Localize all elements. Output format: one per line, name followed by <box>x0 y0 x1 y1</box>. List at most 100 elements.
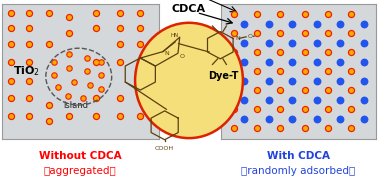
Point <box>231 89 237 91</box>
Point <box>26 60 32 63</box>
Point <box>93 97 99 100</box>
Point <box>26 79 32 82</box>
Point <box>325 51 331 54</box>
Point <box>66 114 72 117</box>
Point <box>93 60 99 63</box>
Point <box>241 117 247 120</box>
Point <box>338 60 344 63</box>
Point <box>338 22 344 25</box>
Point <box>361 98 367 101</box>
Point <box>8 27 14 29</box>
Point <box>93 60 99 63</box>
Point <box>93 97 99 100</box>
Point <box>46 120 52 123</box>
Point <box>348 127 354 129</box>
Point <box>325 108 331 111</box>
Point <box>84 70 90 73</box>
Point <box>254 70 260 73</box>
Point <box>71 81 77 83</box>
Point <box>348 89 354 91</box>
Text: CDCA: CDCA <box>172 4 206 14</box>
Point <box>241 22 247 25</box>
Point <box>277 127 283 129</box>
Point <box>8 60 14 63</box>
Point <box>137 79 143 82</box>
Point <box>266 79 272 82</box>
Point <box>93 27 99 29</box>
Point <box>348 51 354 54</box>
Point <box>302 89 308 91</box>
Point <box>361 22 367 25</box>
Point <box>26 114 32 117</box>
Point <box>46 43 52 46</box>
Point <box>116 12 122 14</box>
Point <box>66 32 72 35</box>
Point <box>348 127 354 129</box>
Point <box>26 97 32 100</box>
Text: （aggregated）: （aggregated） <box>44 166 117 176</box>
Point <box>231 70 237 73</box>
Point <box>277 89 283 91</box>
Point <box>116 97 122 100</box>
Point <box>116 12 122 14</box>
Point <box>302 89 308 91</box>
Point <box>46 12 52 14</box>
Point <box>254 108 260 111</box>
Point <box>325 127 331 129</box>
Point <box>266 117 272 120</box>
Point <box>231 108 237 111</box>
Point <box>65 94 71 97</box>
Point <box>277 32 283 35</box>
Point <box>254 51 260 54</box>
Point <box>348 108 354 111</box>
Point <box>325 32 331 35</box>
Point <box>338 98 344 101</box>
Point <box>314 22 320 25</box>
Point <box>26 27 32 29</box>
Point <box>302 32 308 35</box>
Point <box>266 41 272 44</box>
Point <box>8 12 14 14</box>
Point <box>290 22 296 25</box>
Point <box>254 32 260 35</box>
Point <box>98 74 104 77</box>
Point <box>26 43 32 46</box>
Text: COOH: COOH <box>155 146 174 151</box>
Point <box>348 70 354 73</box>
Point <box>302 70 308 73</box>
Point <box>51 60 57 63</box>
Point <box>290 117 296 120</box>
Point <box>314 60 320 63</box>
Ellipse shape <box>135 23 243 138</box>
Point <box>26 27 32 29</box>
Point <box>277 70 283 73</box>
Point <box>26 97 32 100</box>
Point <box>302 70 308 73</box>
Point <box>26 12 32 14</box>
Text: O: O <box>180 54 185 59</box>
Point <box>26 43 32 46</box>
Point <box>46 104 52 106</box>
Point <box>46 43 52 46</box>
Point <box>254 89 260 91</box>
Point <box>302 127 308 129</box>
Point <box>302 13 308 16</box>
Point <box>277 32 283 35</box>
Text: O•: O• <box>248 34 257 39</box>
Point <box>361 60 367 63</box>
Point <box>26 12 32 14</box>
Point <box>71 81 77 83</box>
Text: Dye-T: Dye-T <box>209 71 239 81</box>
Point <box>8 43 14 46</box>
Point <box>116 27 122 29</box>
Point <box>84 70 90 73</box>
Point <box>348 13 354 16</box>
Point <box>266 22 272 25</box>
Point <box>93 12 99 14</box>
Point <box>325 70 331 73</box>
Point <box>66 32 72 35</box>
Point <box>137 27 143 29</box>
Point <box>116 114 122 117</box>
Point <box>8 43 14 46</box>
Text: HN: HN <box>170 33 178 38</box>
